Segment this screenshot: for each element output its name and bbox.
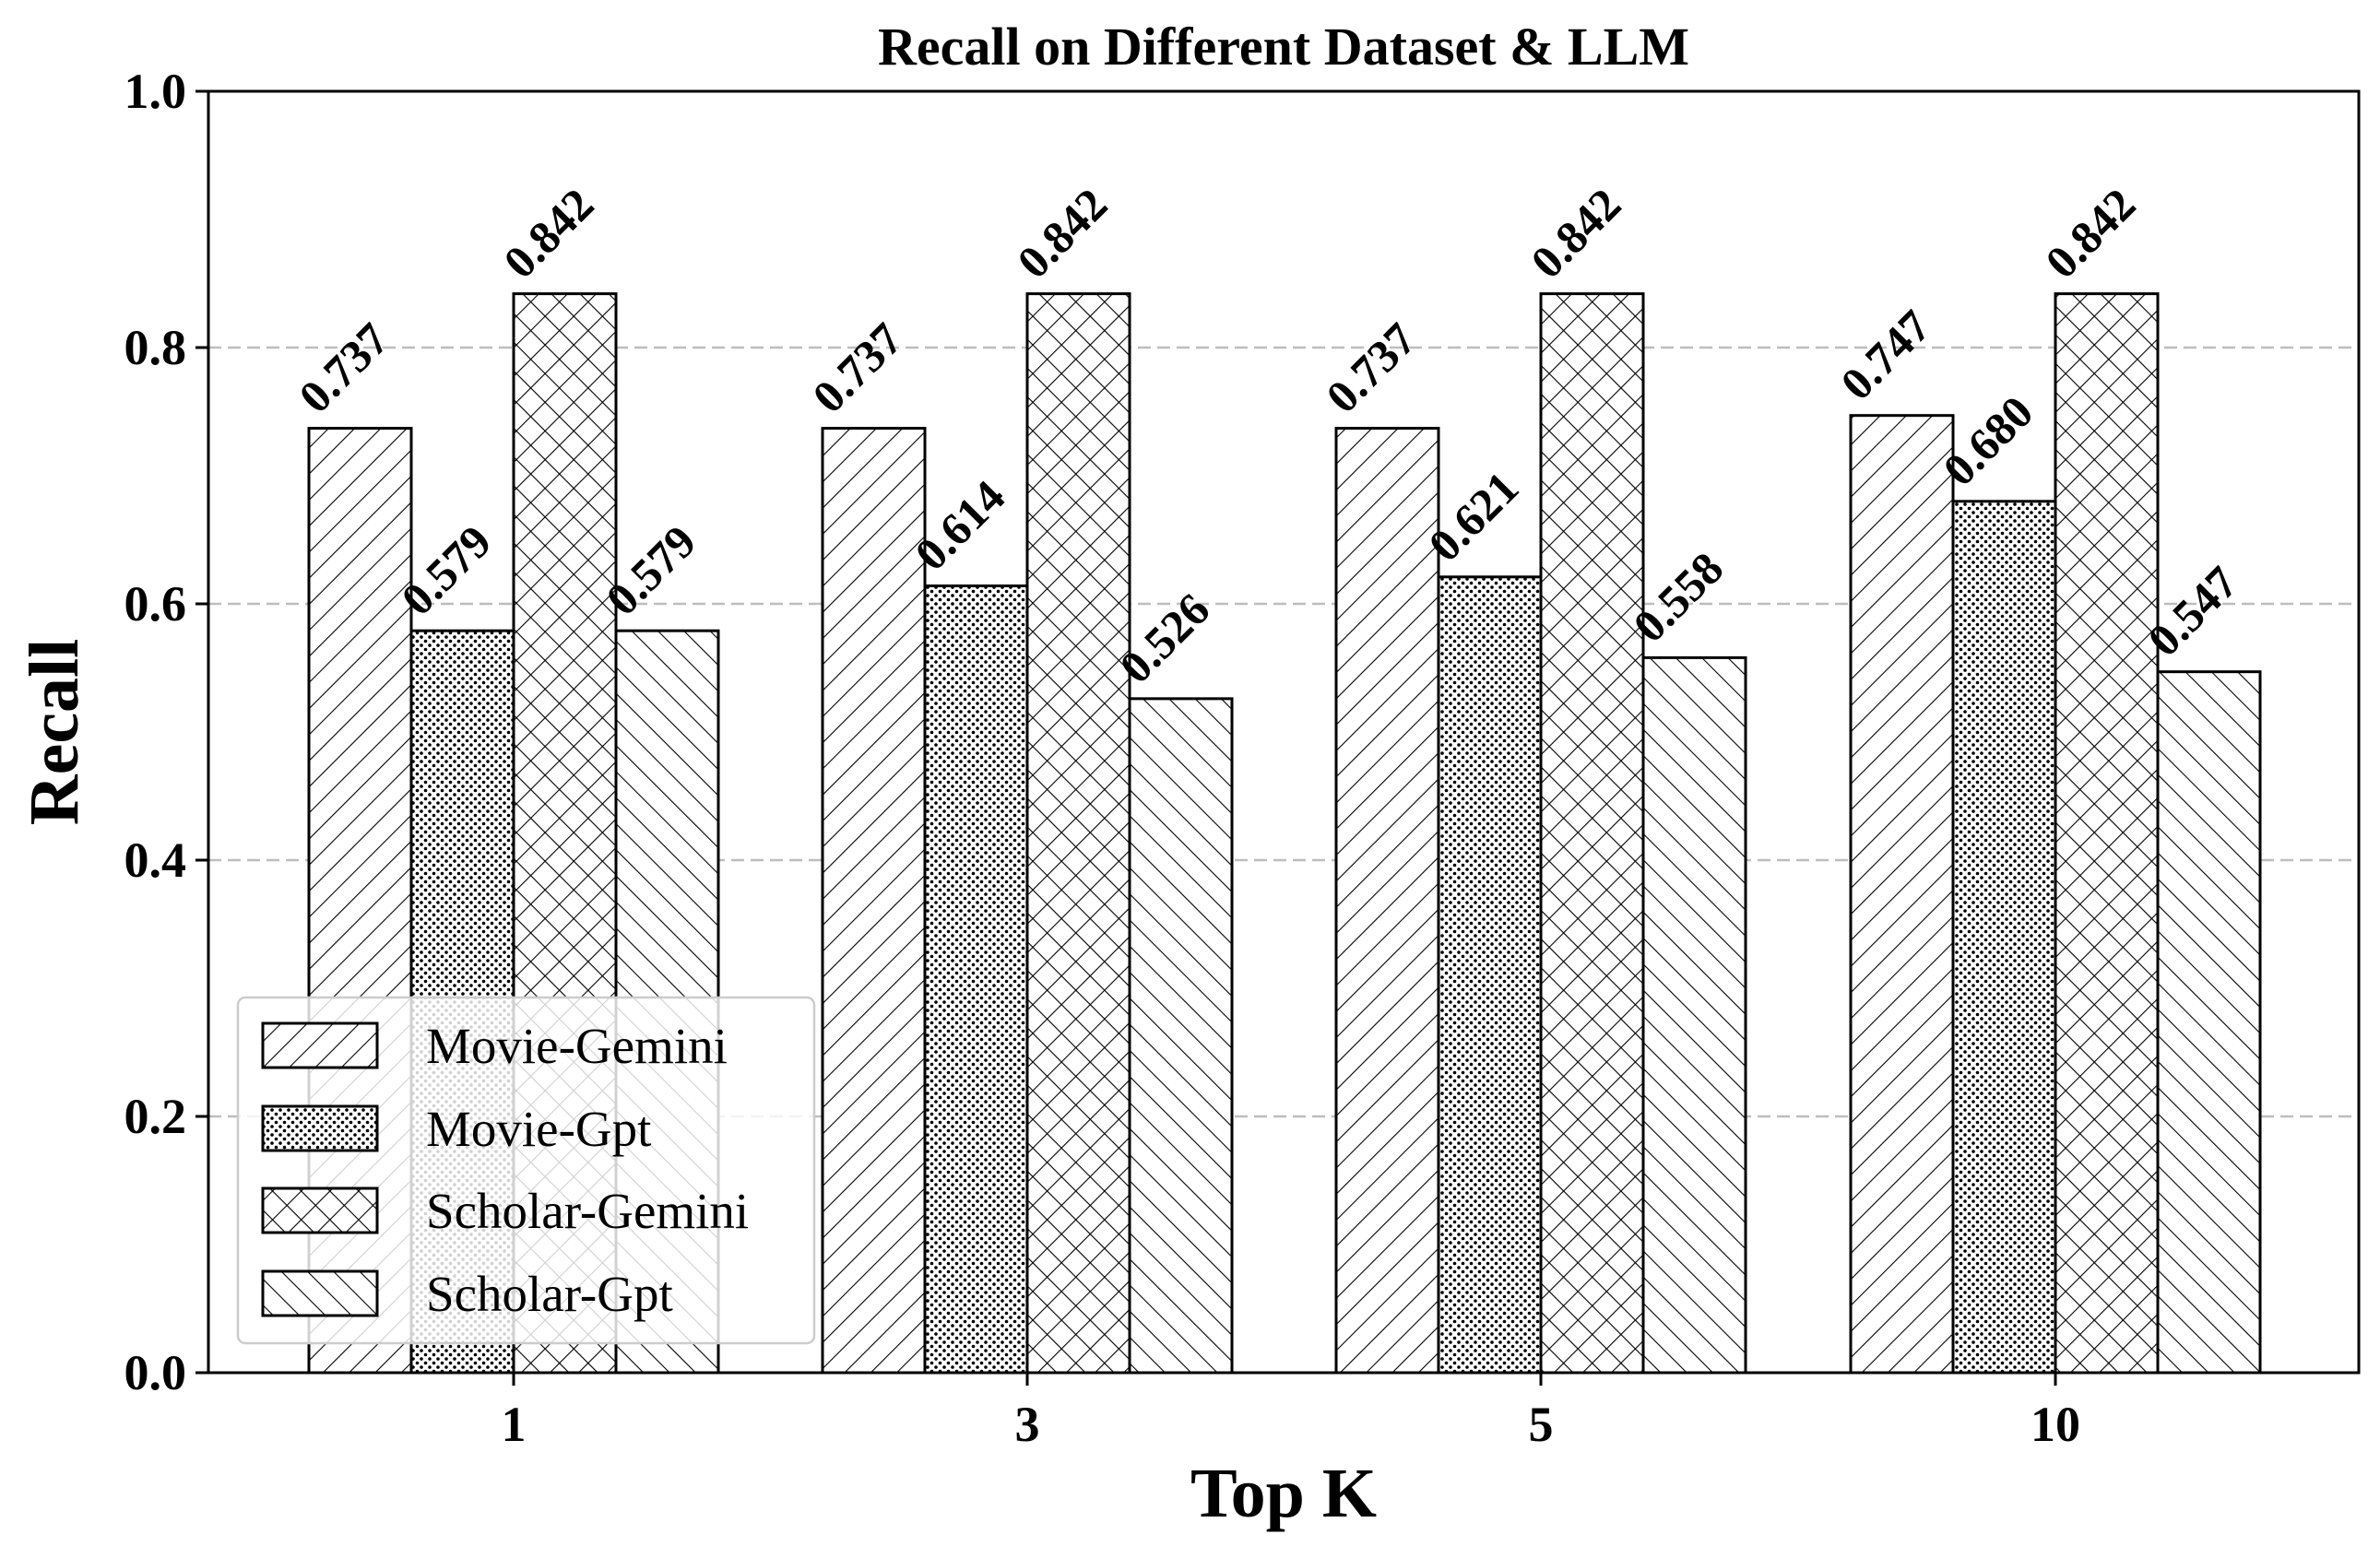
x-tick-label: 1 (502, 1397, 527, 1452)
data-label: 0.747 (1830, 300, 1940, 409)
data-label: 0.842 (2035, 178, 2145, 288)
bar (1951, 500, 2057, 1375)
bar (1849, 414, 1955, 1375)
legend-swatch (261, 1104, 379, 1152)
y-tick-label: 0.8 (124, 320, 187, 375)
y-tick-label: 1.0 (124, 64, 187, 119)
bar (821, 427, 927, 1375)
bar (1437, 575, 1543, 1375)
y-tick-label: 0.0 (124, 1345, 187, 1400)
plot-area-frame (207, 89, 2361, 1375)
bar (2054, 292, 2160, 1375)
legend-swatch (261, 1186, 379, 1234)
data-label: 0.737 (289, 313, 398, 422)
bar (1334, 427, 1440, 1375)
legend: Movie-Gemini Movie-Gpt Scholar-Gemini Schol… (236, 996, 816, 1345)
bar (923, 584, 1029, 1375)
data-label: 0.842 (493, 178, 603, 288)
x-axis-ticks: 1 3 5 10 (502, 1373, 2080, 1452)
y-tick-label: 0.2 (124, 1089, 187, 1144)
x-axis-label: Top K (1190, 1455, 1377, 1532)
bar (1641, 655, 1747, 1375)
legend-label: Movie-Gemini (426, 1018, 728, 1074)
data-label: 0.737 (1316, 313, 1426, 422)
data-label: 0.842 (1007, 178, 1117, 288)
x-tick-label: 10 (2031, 1397, 2080, 1452)
legend-label: Scholar-Gpt (426, 1266, 673, 1322)
y-tick-label: 0.4 (124, 832, 187, 888)
y-axis-label: Recall (16, 639, 93, 826)
x-tick-label: 3 (1015, 1397, 1040, 1452)
x-tick-label: 5 (1529, 1397, 1554, 1452)
legend-swatch (261, 1269, 379, 1317)
bar (1539, 292, 1645, 1375)
legend-label: Movie-Gpt (426, 1101, 651, 1157)
y-axis-ticks: 0.0 0.2 0.4 0.6 0.8 1.0 (124, 64, 208, 1400)
legend-frame (236, 996, 816, 1345)
data-label: 0.842 (1521, 178, 1630, 288)
legend-label: Scholar-Gemini (426, 1183, 749, 1239)
data-label: 0.737 (802, 313, 912, 422)
bar (1025, 292, 1131, 1375)
legend-swatch (261, 1021, 379, 1069)
y-tick-label: 0.6 (124, 576, 187, 631)
chart-title: Recall on Different Dataset & LLM (878, 17, 1689, 77)
bar (2156, 670, 2262, 1375)
bar (1128, 697, 1234, 1375)
